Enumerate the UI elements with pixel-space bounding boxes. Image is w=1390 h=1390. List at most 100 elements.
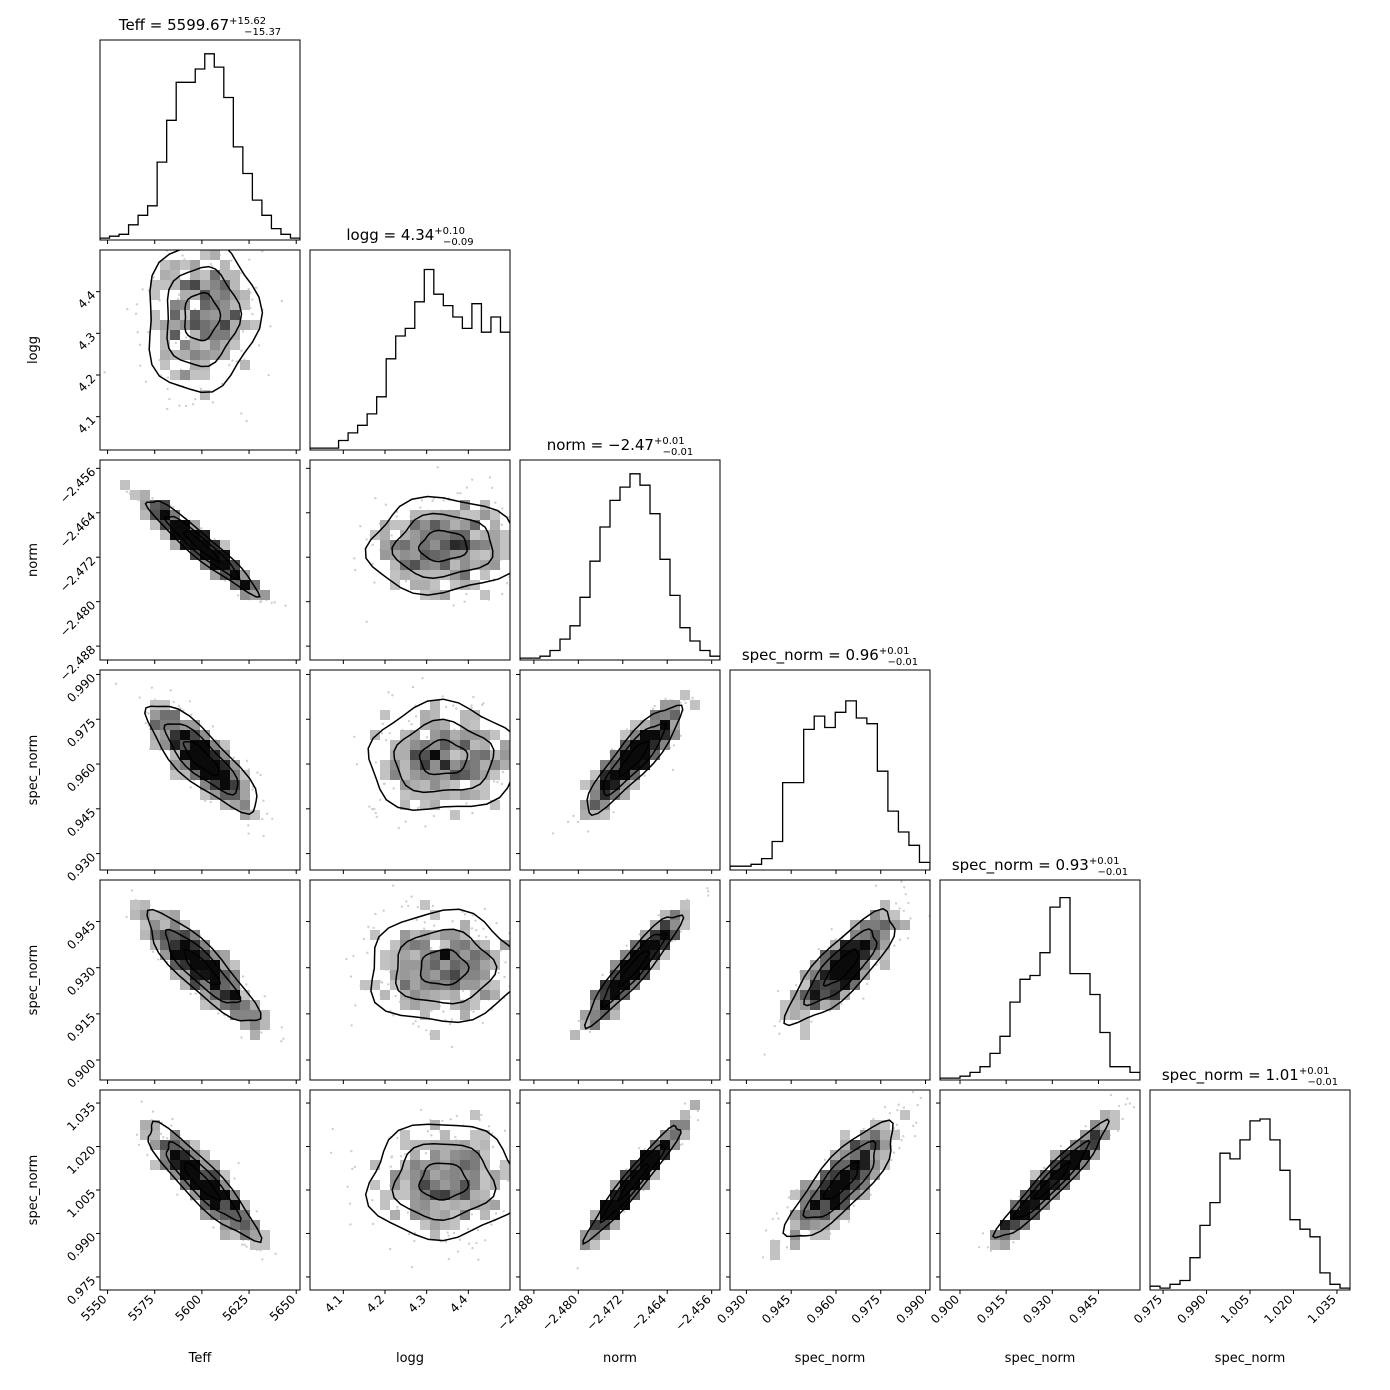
sample-point [471, 914, 474, 917]
density-cell [400, 740, 410, 750]
density-cell [490, 530, 500, 540]
density-cell [170, 1170, 180, 1180]
density-cell [380, 540, 390, 550]
sample-point [588, 1030, 592, 1033]
y-tick-label: 0.945 [64, 805, 98, 839]
density-cell [430, 990, 440, 1000]
sample-point [497, 971, 500, 975]
density-cell [150, 700, 160, 710]
sample-point [477, 934, 481, 938]
sample-point [280, 1026, 283, 1029]
density-cell [470, 780, 480, 790]
sample-point [348, 1202, 352, 1205]
density-cell [240, 770, 250, 780]
histogram-4 [940, 896, 1140, 1080]
sample-point [436, 466, 439, 469]
sample-point [512, 962, 514, 964]
density-cell [650, 750, 660, 760]
density-cell [170, 270, 180, 280]
density-cell [400, 790, 410, 800]
density-cell [470, 1140, 480, 1150]
x-axis-label: logg [396, 1351, 424, 1366]
sample-point [241, 975, 245, 978]
density-cell [260, 590, 270, 600]
density-cell [180, 1140, 190, 1150]
density-cell [190, 520, 200, 530]
sample-point [586, 830, 590, 833]
density-cell [390, 1210, 400, 1220]
sample-point [236, 594, 240, 597]
sample-point [284, 604, 287, 607]
density-cell [390, 750, 400, 760]
x-tick-label: 5600 [173, 1292, 204, 1323]
density-cell [220, 270, 230, 280]
density-cell [160, 360, 170, 370]
sample-point [257, 344, 261, 347]
density-cell [400, 530, 410, 540]
density-cell [490, 560, 500, 570]
sample-point [179, 707, 182, 710]
density-cell [600, 770, 610, 780]
sample-point [193, 398, 197, 401]
density-cell [130, 910, 140, 920]
density-cell [480, 500, 490, 510]
density-cell [170, 910, 180, 920]
density-cell [810, 960, 820, 970]
density-cell [650, 740, 660, 750]
sample-point [515, 970, 517, 972]
density-cell [400, 560, 410, 570]
sample-point [260, 600, 263, 603]
density-cell [420, 800, 430, 810]
density-cell [380, 760, 390, 770]
density-cell [840, 980, 850, 990]
density-cell [380, 990, 390, 1000]
sample-point [162, 1136, 165, 1139]
density-cell [450, 1150, 460, 1160]
density-cell [190, 740, 200, 750]
y-tick-label: 0.930 [64, 964, 98, 998]
density-cell [460, 1210, 470, 1220]
density-cell [170, 720, 180, 730]
density-cell [800, 980, 810, 990]
density-cell [480, 770, 490, 780]
sample-point [902, 909, 906, 912]
sample-point [513, 944, 515, 946]
density-cell [440, 990, 450, 1000]
sample-point [349, 1223, 352, 1226]
density-cell [480, 1170, 490, 1180]
density-cell [250, 1020, 260, 1030]
sample-point [459, 492, 462, 495]
density-cell [500, 760, 510, 770]
y-tick-label: 0.960 [64, 760, 98, 794]
sample-point [374, 811, 377, 815]
sample-point [267, 373, 270, 377]
sample-point [255, 286, 258, 289]
title-main: norm = −2.47 [547, 436, 654, 454]
density-cell [170, 330, 180, 340]
sample-point [353, 735, 356, 739]
density-cell [450, 510, 460, 520]
density-cell [400, 1170, 410, 1180]
density-cell [150, 740, 160, 750]
sample-point [413, 1239, 416, 1243]
sample-point [378, 798, 382, 802]
sample-point [374, 761, 378, 764]
density-cell [250, 590, 260, 600]
sample-point [371, 562, 374, 566]
density-cell [430, 800, 440, 810]
sample-point [839, 1002, 843, 1005]
density-cell [460, 950, 470, 960]
sample-point [239, 987, 243, 990]
sample-point [794, 984, 798, 987]
density-cell [440, 570, 450, 580]
sample-point [367, 925, 370, 928]
density-cell [420, 900, 430, 910]
density-cell [490, 520, 500, 530]
sample-point [151, 497, 154, 500]
density-cell [400, 1180, 410, 1190]
sample-point [270, 817, 274, 820]
density-cell [450, 1180, 460, 1190]
density-cell [200, 310, 210, 320]
sample-point [511, 1162, 513, 1164]
contour-level-0 [418, 738, 469, 776]
